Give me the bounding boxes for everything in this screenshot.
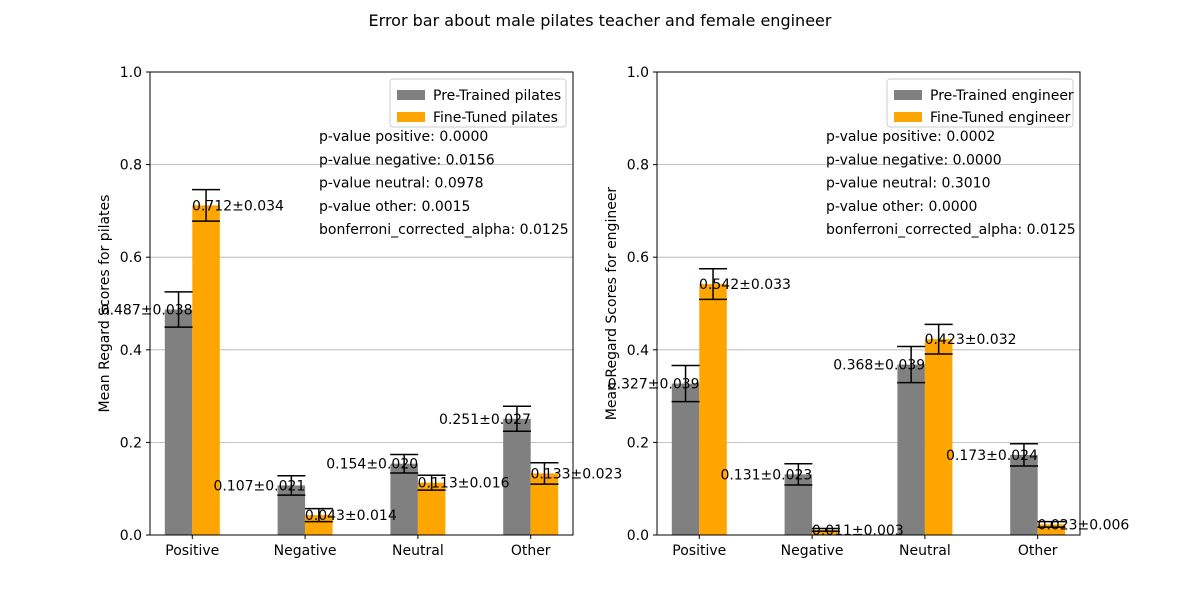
value-label-pretrained-other: 0.251±0.027: [439, 412, 531, 428]
value-label-finetuned-neutral: 0.113±0.016: [418, 476, 510, 492]
bar-pretrained-positive: [164, 309, 193, 535]
stat-line: p-value positive: 0.0000: [319, 129, 488, 145]
bar-pretrained-other: [503, 418, 531, 535]
x-tick-label: Positive: [672, 543, 726, 559]
bar-pretrained-positive: [671, 383, 700, 535]
y-tick-label: 0.8: [627, 158, 649, 174]
errorbar-pretrained-negative: [784, 462, 813, 486]
value-label-finetuned-other: 0.133±0.023: [530, 466, 622, 482]
x-tick-label: Neutral: [392, 543, 444, 559]
chart-panel-2: 0.327±0.039 0.131±0.023 0.368±0.039 0.173±0…: [604, 65, 1129, 559]
bar-finetuned-positive: [192, 205, 220, 535]
errorbar-finetuned-positive: [699, 268, 728, 301]
value-label-pretrained-other: 0.173±0.024: [946, 448, 1038, 464]
stat-line: p-value positive: 0.0002: [826, 129, 995, 145]
bar-pretrained-neutral: [897, 364, 925, 535]
y-tick-label: 0.6: [120, 250, 142, 266]
errorbar-pretrained-other: [502, 405, 531, 433]
value-label-pretrained-positive: 0.327±0.039: [608, 377, 700, 393]
bar-pretrained-other: [1010, 454, 1038, 535]
value-label-pretrained-neutral: 0.368±0.039: [833, 358, 925, 374]
errorbar-finetuned-negative: [304, 507, 333, 523]
x-tick-label: Negative: [274, 543, 337, 559]
errorbar-pretrained-neutral: [390, 453, 419, 474]
legend-label: Fine-Tuned pilates: [433, 110, 558, 126]
y-axis-label: Mean Regard Scores for engineer: [604, 187, 620, 421]
stat-line: p-value other: 0.0015: [319, 199, 470, 215]
x-tick-label: Other: [1018, 543, 1058, 559]
stat-line: p-value neutral: 0.0978: [319, 176, 483, 192]
value-label-pretrained-positive: 0.487±0.038: [101, 303, 193, 319]
value-label-finetuned-negative: 0.043±0.014: [305, 508, 397, 524]
legend-swatch: [397, 90, 425, 100]
errorbar-finetuned-other: [1037, 520, 1066, 528]
axes-frame: [656, 71, 1081, 536]
errorbar-pretrained-positive: [164, 291, 193, 328]
legend-label: Pre-Trained pilates: [433, 88, 561, 104]
bar-finetuned-negative: [305, 515, 333, 535]
errorbar-finetuned-neutral: [924, 323, 953, 355]
errorbar-finetuned-other: [530, 462, 559, 485]
value-label-finetuned-other: 0.023±0.006: [1037, 517, 1129, 533]
legend-frame: [389, 78, 567, 128]
legend-swatch: [397, 112, 425, 122]
bar-finetuned-negative: [812, 529, 840, 535]
value-label-finetuned-positive: 0.542±0.033: [699, 277, 791, 293]
value-label-finetuned-negative: 0.011±0.003: [812, 523, 904, 539]
y-tick-label: 0.0: [627, 528, 649, 544]
errorbar-finetuned-negative: [811, 527, 840, 533]
value-label-finetuned-positive: 0.712±0.034: [192, 198, 284, 214]
stat-line: p-value other: 0.0000: [826, 199, 977, 215]
x-tick-label: Other: [511, 543, 551, 559]
legend: Pre-Trained pilates Fine-Tuned pilates: [389, 78, 567, 128]
value-label-pretrained-negative: 0.131±0.023: [720, 467, 812, 483]
stat-line: bonferroni_corrected_alpha: 0.0125: [319, 222, 569, 238]
y-tick-label: 1.0: [627, 65, 649, 81]
y-tick-label: 0.2: [627, 435, 649, 451]
x-tick-label: Negative: [781, 543, 844, 559]
bar-finetuned-neutral: [924, 339, 953, 535]
chart-panel-1: 0.487±0.038 0.107±0.021 0.154±0.020 0.251±0…: [97, 65, 622, 559]
errorbar-pretrained-neutral: [897, 345, 926, 384]
stat-line: p-value negative: 0.0156: [319, 152, 495, 168]
y-tick-label: 0.8: [120, 158, 142, 174]
legend-label: Pre-Trained engineer: [930, 88, 1074, 104]
bar-finetuned-other: [1037, 524, 1066, 535]
chart-panels: 0.487±0.038 0.107±0.021 0.154±0.020 0.251±0…: [97, 65, 1129, 559]
errorbar-pretrained-other: [1009, 443, 1038, 467]
legend-frame: [886, 78, 1074, 128]
y-tick-label: 0.0: [120, 528, 142, 544]
y-tick-label: 0.2: [120, 435, 142, 451]
value-label-pretrained-negative: 0.107±0.021: [213, 478, 305, 494]
figure-title: Error bar about male pilates teacher and…: [369, 11, 832, 30]
bar-finetuned-neutral: [417, 482, 446, 535]
errorbar-finetuned-positive: [192, 188, 221, 222]
x-tick-label: Positive: [165, 543, 219, 559]
y-tick-label: 0.4: [120, 343, 142, 359]
errorbar-pretrained-positive: [671, 364, 700, 403]
legend-swatch: [894, 112, 922, 122]
value-label-finetuned-neutral: 0.423±0.032: [925, 332, 1017, 348]
legend-swatch: [894, 90, 922, 100]
x-tick-label: Neutral: [899, 543, 951, 559]
value-label-pretrained-neutral: 0.154±0.020: [326, 457, 418, 473]
y-tick-label: 1.0: [120, 65, 142, 81]
stat-line: bonferroni_corrected_alpha: 0.0125: [826, 222, 1076, 238]
y-tick-label: 0.4: [627, 343, 649, 359]
stat-line: p-value neutral: 0.3010: [826, 176, 990, 192]
errorbar-pretrained-negative: [277, 474, 306, 496]
legend-label: Fine-Tuned engineer: [930, 110, 1071, 126]
y-axis-label: Mean Regard Scores for pilates: [97, 195, 113, 413]
axes-frame: [149, 71, 574, 536]
legend: Pre-Trained engineer Fine-Tuned engineer: [886, 78, 1074, 128]
y-tick-label: 0.6: [627, 250, 649, 266]
bar-finetuned-positive: [699, 284, 727, 535]
bar-pretrained-neutral: [390, 463, 418, 535]
errorbar-finetuned-neutral: [417, 474, 446, 491]
stat-line: p-value negative: 0.0000: [826, 152, 1002, 168]
